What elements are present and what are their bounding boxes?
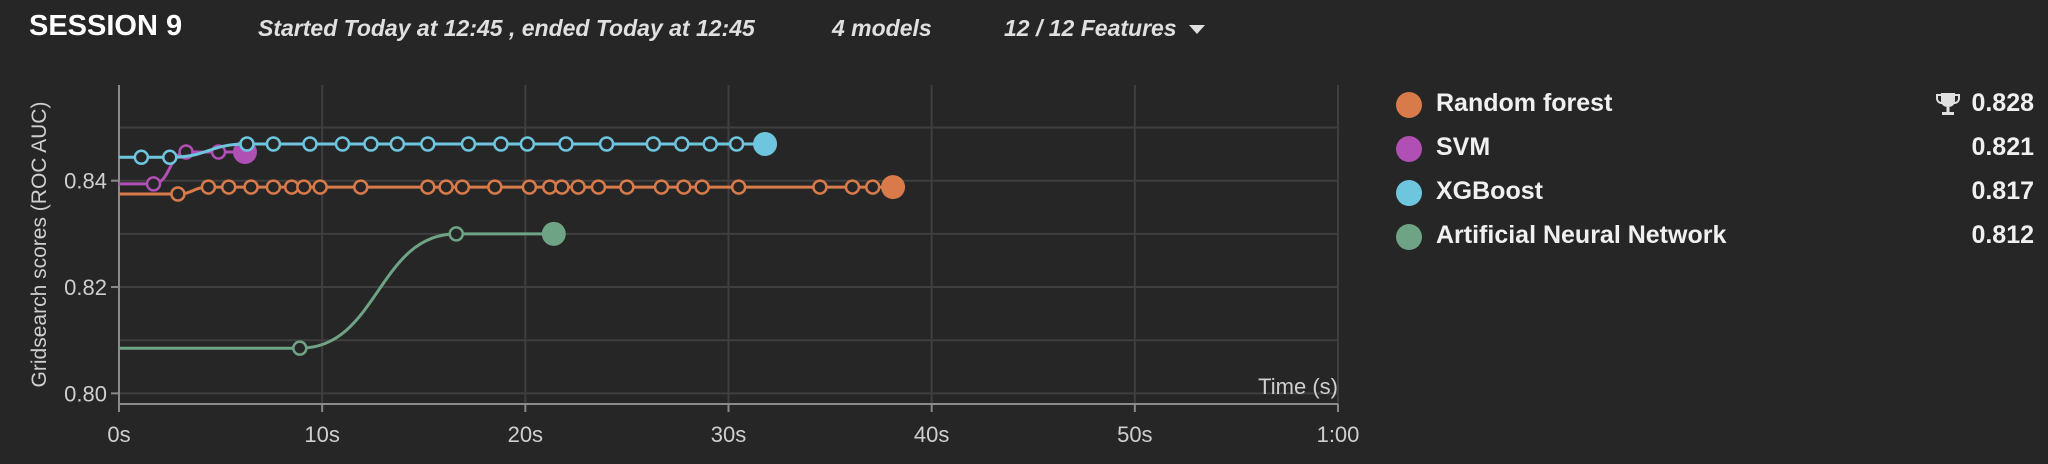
series-point-xgboost [702,136,718,152]
legend-score: 0.828 [1971,89,2034,117]
series-point-xgboost [519,136,536,152]
series-point-xgboost [363,136,379,152]
series-point-random-forest [521,179,538,195]
legend-item-xgboost[interactable]: XGBoost 0.817 [1390,172,2040,216]
series-point-artificial-neural-network-final [541,221,566,246]
models-count: 4 models [832,15,932,41]
y-tick-label: 0.84 [64,169,107,194]
session-info: Started Today at 12:45 , ended Today at … [258,15,755,41]
series-point-xgboost [162,149,178,166]
series-point-xgboost [728,136,745,152]
legend-score: 0.817 [1971,177,2034,205]
series-point-random-forest [312,179,328,195]
series-point-random-forest [296,179,312,195]
x-axis-label: Time (s) [1258,374,1338,399]
legend-dot-random-forest [1396,92,1422,118]
series-point-random-forest [590,179,607,195]
series-point-xgboost [334,136,351,152]
y-tick-label: 0.82 [64,275,107,300]
series-point-xgboost [420,136,436,152]
series-point-artificial-neural-network [448,226,465,242]
legend-dot-xgboost [1396,180,1422,206]
series-point-xgboost [460,136,477,152]
series-point-xgboost [302,136,318,152]
legend-dot-svm [1396,136,1422,162]
gridsearch-chart: 0s 10s 20s 30s 40s 50s 1:00 0.80 0.82 0.84 Time (s… [28,85,1360,447]
legend-dot-neural-network [1396,224,1422,250]
series-point-xgboost [645,136,662,152]
legend-item-svm[interactable]: SVM 0.821 [1390,128,2040,172]
legend-score: 0.812 [1971,221,2034,249]
features-dropdown[interactable]: 12 / 12 Features [1004,15,1205,42]
series-point-random-forest [243,179,259,195]
series-point-random-forest [554,179,570,195]
legend-score: 0.821 [1971,133,2034,161]
series-point-svm [145,176,162,192]
series-point-xgboost [558,136,574,152]
trophy-icon [1936,93,1960,115]
series-point-random-forest [676,179,692,195]
series-point-random-forest [619,179,635,195]
series-point-xgboost [493,136,509,152]
legend-name: SVM [1436,133,1491,161]
x-tick-label: 1:00 [1317,422,1360,447]
series-point-random-forest-final [881,175,906,200]
legend-name: Artificial Neural Network [1436,221,1727,249]
series-point-random-forest [864,179,881,195]
x-tick-label: 40s [914,422,949,447]
x-tick-label: 0s [107,422,130,447]
series-point-random-forest [844,179,861,195]
series-point-random-forest [694,179,710,195]
legend-item-random-forest[interactable]: Random forest 0.828 [1390,84,2040,128]
series-point-random-forest [200,179,217,195]
series-point-artificial-neural-network [292,340,308,356]
series-point-random-forest [438,179,454,195]
x-tick-label: 50s [1117,422,1152,447]
series-point-xgboost [239,136,255,152]
legend-name: Random forest [1436,89,1613,117]
series-point-xgboost [598,136,615,152]
series-point-random-forest [420,179,436,195]
legend: Random forest 0.828 SVM 0.821 XGBoost 0.… [1390,84,2040,260]
series-point-random-forest [570,179,586,195]
y-tick-label: 0.80 [64,381,107,406]
x-tick-label: 10s [304,422,339,447]
caret-down-icon [1188,25,1205,35]
session-header: SESSION 9 Started Today at 12:45 , ended… [0,0,2048,60]
series-point-xgboost [265,136,282,152]
x-tick-label: 20s [508,422,543,447]
series-point-random-forest [454,179,471,195]
legend-name: XGBoost [1436,177,1543,205]
series-point-random-forest [730,179,747,195]
features-label: 12 / 12 Features [1004,15,1177,41]
y-axis-label: Gridsearch scores (ROC AUC) [28,102,51,388]
series-point-random-forest [353,179,369,195]
legend-item-neural-network[interactable]: Artificial Neural Network 0.812 [1390,216,2040,260]
series-point-xgboost [674,136,690,152]
series-point-xgboost [133,149,150,166]
series-point-random-forest [653,179,670,195]
series-point-random-forest [170,186,186,202]
series-point-xgboost-final [753,132,778,157]
series-point-xgboost [389,136,406,152]
x-tick-label: 30s [711,422,746,447]
series-point-random-forest [265,179,282,195]
session-title: SESSION 9 [29,10,183,42]
series-line-artificial-neural-network [119,232,554,350]
series-point-random-forest [812,179,828,195]
series-point-random-forest [220,179,237,195]
series-point-random-forest [487,179,503,195]
